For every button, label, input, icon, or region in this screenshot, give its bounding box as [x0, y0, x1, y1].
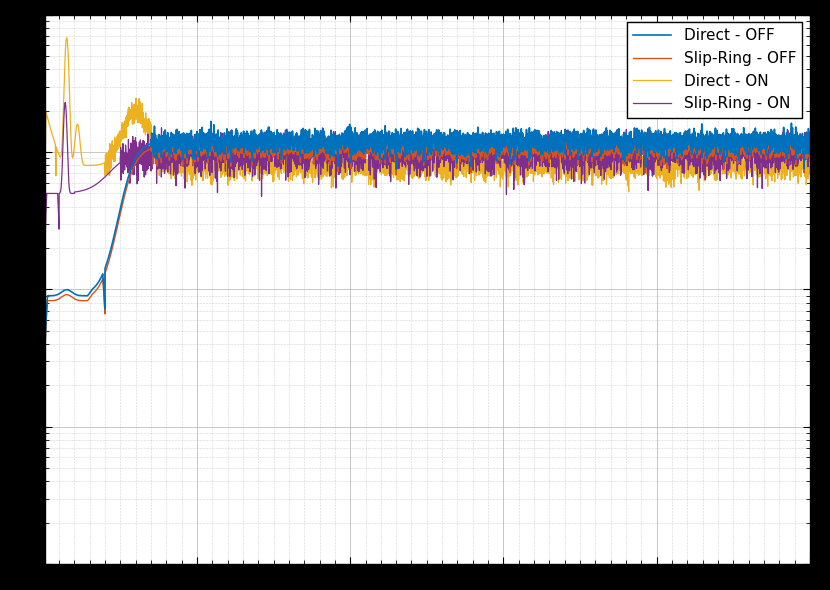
- Direct - ON: [179, 175, 189, 182]
- Direct - OFF: [611, 139, 621, 146]
- Direct - ON: [333, 171, 343, 178]
- Slip-Ring - ON: [611, 145, 621, 152]
- Direct - ON: [538, 148, 548, 155]
- Line: Direct - ON: Direct - ON: [46, 38, 810, 192]
- Direct - OFF: [179, 143, 189, 150]
- Slip-Ring - OFF: [805, 146, 815, 153]
- Slip-Ring - OFF: [669, 145, 679, 152]
- Line: Slip-Ring - ON: Slip-Ring - ON: [46, 103, 810, 235]
- Direct - ON: [623, 188, 633, 195]
- Slip-Ring - ON: [179, 153, 189, 160]
- Direct - ON: [669, 159, 679, 166]
- Slip-Ring - ON: [805, 137, 815, 145]
- Slip-Ring - OFF: [333, 141, 343, 148]
- Legend: Direct - OFF, Slip-Ring - OFF, Direct - ON, Slip-Ring - ON: Direct - OFF, Slip-Ring - OFF, Direct - …: [627, 22, 803, 117]
- Direct - OFF: [206, 118, 216, 125]
- Slip-Ring - OFF: [611, 145, 621, 152]
- Slip-Ring - ON: [538, 159, 548, 166]
- Direct - ON: [805, 160, 815, 168]
- Direct - OFF: [333, 132, 343, 139]
- Slip-Ring - ON: [499, 144, 509, 151]
- Direct - ON: [611, 158, 621, 165]
- Direct - ON: [499, 158, 509, 165]
- Slip-Ring - OFF: [179, 149, 189, 156]
- Slip-Ring - OFF: [41, 339, 51, 346]
- Slip-Ring - ON: [41, 231, 51, 238]
- Slip-Ring - OFF: [344, 124, 354, 131]
- Direct - OFF: [41, 333, 51, 340]
- Line: Direct - OFF: Direct - OFF: [46, 122, 810, 337]
- Line: Slip-Ring - OFF: Slip-Ring - OFF: [46, 127, 810, 342]
- Direct - ON: [61, 34, 71, 41]
- Slip-Ring - ON: [669, 146, 679, 153]
- Slip-Ring - ON: [60, 99, 70, 106]
- Direct - OFF: [538, 136, 548, 143]
- Direct - OFF: [805, 139, 815, 146]
- Direct - OFF: [669, 142, 679, 149]
- Slip-Ring - ON: [333, 144, 343, 151]
- Slip-Ring - OFF: [538, 139, 548, 146]
- Direct - OFF: [499, 132, 509, 139]
- Slip-Ring - OFF: [499, 135, 509, 142]
- Direct - ON: [41, 149, 51, 156]
